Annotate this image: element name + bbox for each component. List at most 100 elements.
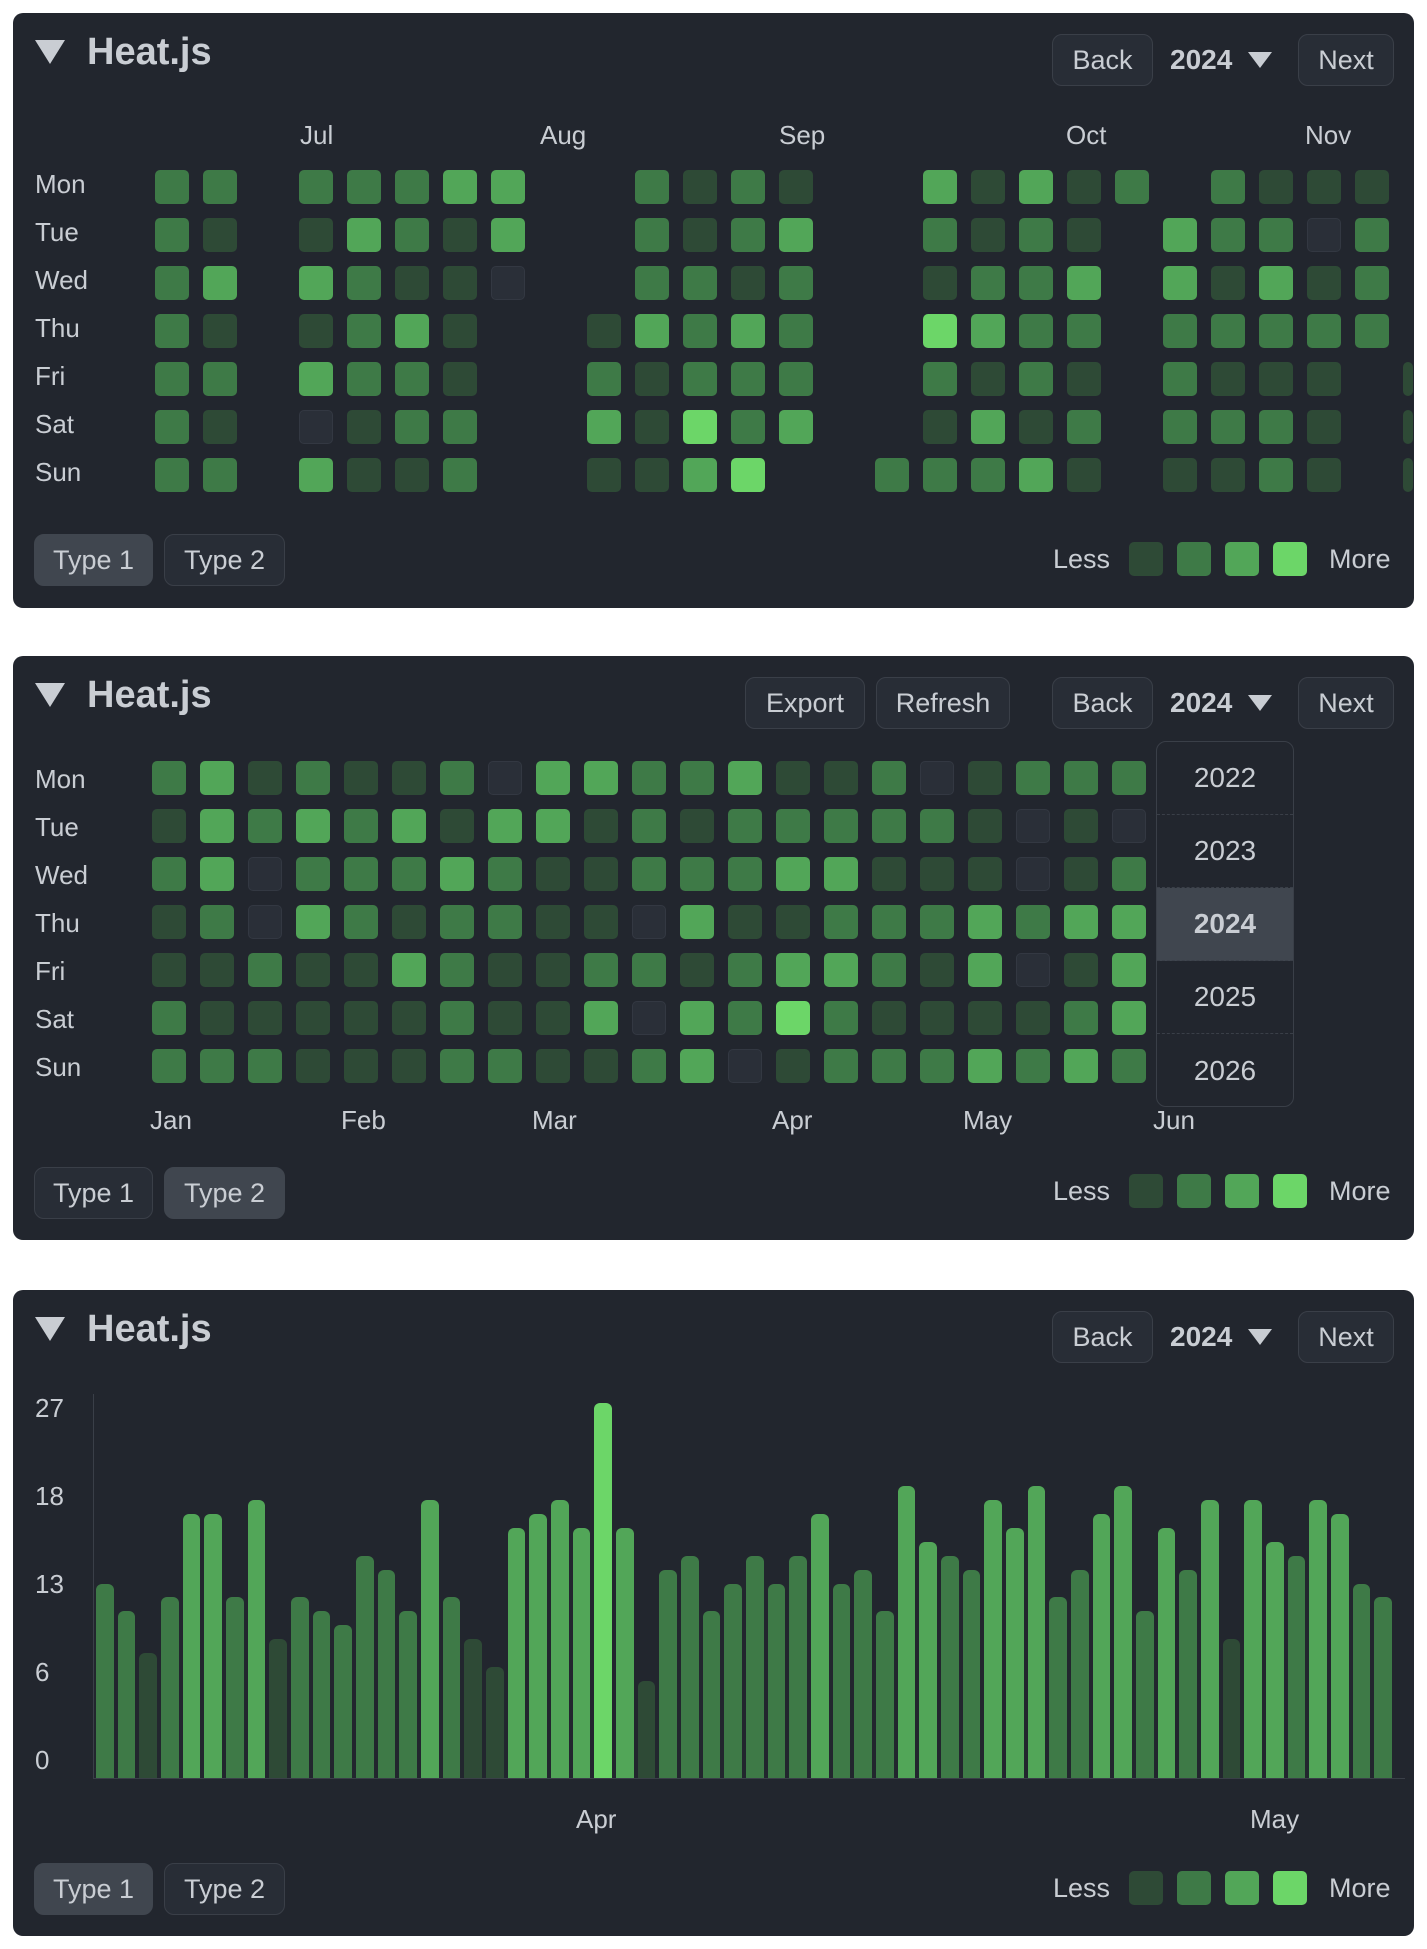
heatmap-cell[interactable] xyxy=(971,218,1005,252)
heatmap-cell[interactable] xyxy=(488,1001,522,1035)
heatmap-cell[interactable] xyxy=(395,218,429,252)
heatmap-cell[interactable] xyxy=(299,410,333,444)
heatmap-cell[interactable] xyxy=(299,458,333,492)
heatmap-cell[interactable] xyxy=(152,1001,186,1035)
heatmap-cell[interactable] xyxy=(1019,410,1053,444)
heatmap-cell[interactable] xyxy=(395,362,429,396)
heatmap-cell[interactable] xyxy=(584,1049,618,1083)
heatmap-cell[interactable] xyxy=(296,857,330,891)
heatmap-cell[interactable] xyxy=(632,1049,666,1083)
heatmap-cell[interactable] xyxy=(683,266,717,300)
heatmap-cell[interactable] xyxy=(347,266,381,300)
heatmap-cell[interactable] xyxy=(920,1001,954,1035)
heatmap-cell[interactable] xyxy=(152,905,186,939)
heatmap-cell[interactable] xyxy=(1019,362,1053,396)
chart-bar[interactable] xyxy=(161,1597,179,1778)
heatmap-cell[interactable] xyxy=(875,458,909,492)
heatmap-cell[interactable] xyxy=(344,761,378,795)
chart-bar[interactable] xyxy=(1331,1514,1349,1778)
heatmap-cell[interactable] xyxy=(1307,362,1341,396)
type-2-tab[interactable]: Type 2 xyxy=(164,1167,285,1219)
chart-bar[interactable] xyxy=(1266,1541,1284,1778)
chart-bar[interactable] xyxy=(789,1555,807,1778)
heatmap-cell[interactable] xyxy=(536,1049,570,1083)
heatmap-cell[interactable] xyxy=(584,809,618,843)
heatmap-cell[interactable] xyxy=(1259,170,1293,204)
year-selector[interactable]: 2024 xyxy=(1170,677,1273,729)
heatmap-cell[interactable] xyxy=(155,410,189,444)
heatmap-cell[interactable] xyxy=(1064,953,1098,987)
heatmap-cell[interactable] xyxy=(1211,458,1245,492)
heatmap-cell[interactable] xyxy=(584,953,618,987)
collapse-toggle-icon[interactable] xyxy=(35,1317,65,1341)
year-option[interactable]: 2026 xyxy=(1193,1054,1257,1086)
heatmap-cell[interactable] xyxy=(920,1049,954,1083)
heatmap-cell[interactable] xyxy=(728,761,762,795)
heatmap-cell[interactable] xyxy=(1307,218,1341,252)
chart-bar[interactable] xyxy=(226,1597,244,1778)
heatmap-cell[interactable] xyxy=(200,761,234,795)
chart-bar[interactable] xyxy=(507,1528,526,1778)
heatmap-cell[interactable] xyxy=(443,410,477,444)
heatmap-cell[interactable] xyxy=(779,362,813,396)
heatmap-cell[interactable] xyxy=(683,314,717,348)
heatmap-cell[interactable] xyxy=(1259,362,1293,396)
heatmap-cell[interactable] xyxy=(440,857,474,891)
heatmap-cell[interactable] xyxy=(248,905,282,939)
heatmap-cell[interactable] xyxy=(299,266,333,300)
heatmap-cell[interactable] xyxy=(155,314,189,348)
heatmap-cell[interactable] xyxy=(1016,809,1050,843)
heatmap-cell[interactable] xyxy=(1067,410,1101,444)
heatmap-cell[interactable] xyxy=(1163,314,1197,348)
heatmap-cell[interactable] xyxy=(680,1049,714,1083)
heatmap-cell[interactable] xyxy=(1163,410,1197,444)
heatmap-cell[interactable] xyxy=(395,314,429,348)
heatmap-cell[interactable] xyxy=(200,1001,234,1035)
heatmap-cell[interactable] xyxy=(392,953,426,987)
heatmap-cell[interactable] xyxy=(248,953,282,987)
heatmap-cell[interactable] xyxy=(635,170,669,204)
heatmap-cell[interactable] xyxy=(824,857,858,891)
heatmap-cell[interactable] xyxy=(923,458,957,492)
heatmap-cell[interactable] xyxy=(248,809,282,843)
heatmap-cell[interactable] xyxy=(1064,1001,1098,1035)
chart-bar[interactable] xyxy=(746,1555,764,1778)
heatmap-cell[interactable] xyxy=(488,1049,522,1083)
heatmap-cell[interactable] xyxy=(923,410,957,444)
heatmap-cell[interactable] xyxy=(635,410,669,444)
heatmap-cell[interactable] xyxy=(536,857,570,891)
back-button[interactable]: Back xyxy=(1052,677,1153,729)
heatmap-cell[interactable] xyxy=(776,857,810,891)
heatmap-cell[interactable] xyxy=(440,761,474,795)
heatmap-cell[interactable] xyxy=(1112,761,1146,795)
chart-bar[interactable] xyxy=(1006,1528,1024,1778)
heatmap-cell[interactable] xyxy=(968,809,1002,843)
heatmap-cell[interactable] xyxy=(824,809,858,843)
heatmap-cell[interactable] xyxy=(632,761,666,795)
chart-bar[interactable] xyxy=(464,1639,482,1778)
heatmap-cell[interactable] xyxy=(347,218,381,252)
chart-bar[interactable] xyxy=(442,1597,461,1778)
heatmap-cell[interactable] xyxy=(1211,170,1245,204)
heatmap-cell[interactable] xyxy=(731,266,765,300)
chart-bar[interactable] xyxy=(767,1583,786,1778)
chart-bar[interactable] xyxy=(529,1514,547,1778)
next-button[interactable]: Next xyxy=(1298,677,1394,729)
heatmap-cell[interactable] xyxy=(200,857,234,891)
heatmap-cell[interactable] xyxy=(1067,170,1101,204)
heatmap-cell[interactable] xyxy=(1067,266,1101,300)
heatmap-cell[interactable] xyxy=(776,1049,810,1083)
heatmap-cell[interactable] xyxy=(1307,170,1341,204)
chart-bar[interactable] xyxy=(269,1639,287,1778)
type-2-tab[interactable]: Type 2 xyxy=(164,1863,285,1915)
heatmap-cell[interactable] xyxy=(1064,1049,1098,1083)
chart-bar[interactable] xyxy=(356,1555,374,1778)
chart-bar[interactable] xyxy=(897,1486,916,1778)
heatmap-cell[interactable] xyxy=(1163,218,1197,252)
heatmap-cell[interactable] xyxy=(488,953,522,987)
heatmap-cell[interactable] xyxy=(443,218,477,252)
next-button[interactable]: Next xyxy=(1298,1311,1394,1363)
heatmap-cell[interactable] xyxy=(392,1049,426,1083)
heatmap-cell[interactable] xyxy=(872,1001,906,1035)
heatmap-cell[interactable] xyxy=(971,266,1005,300)
